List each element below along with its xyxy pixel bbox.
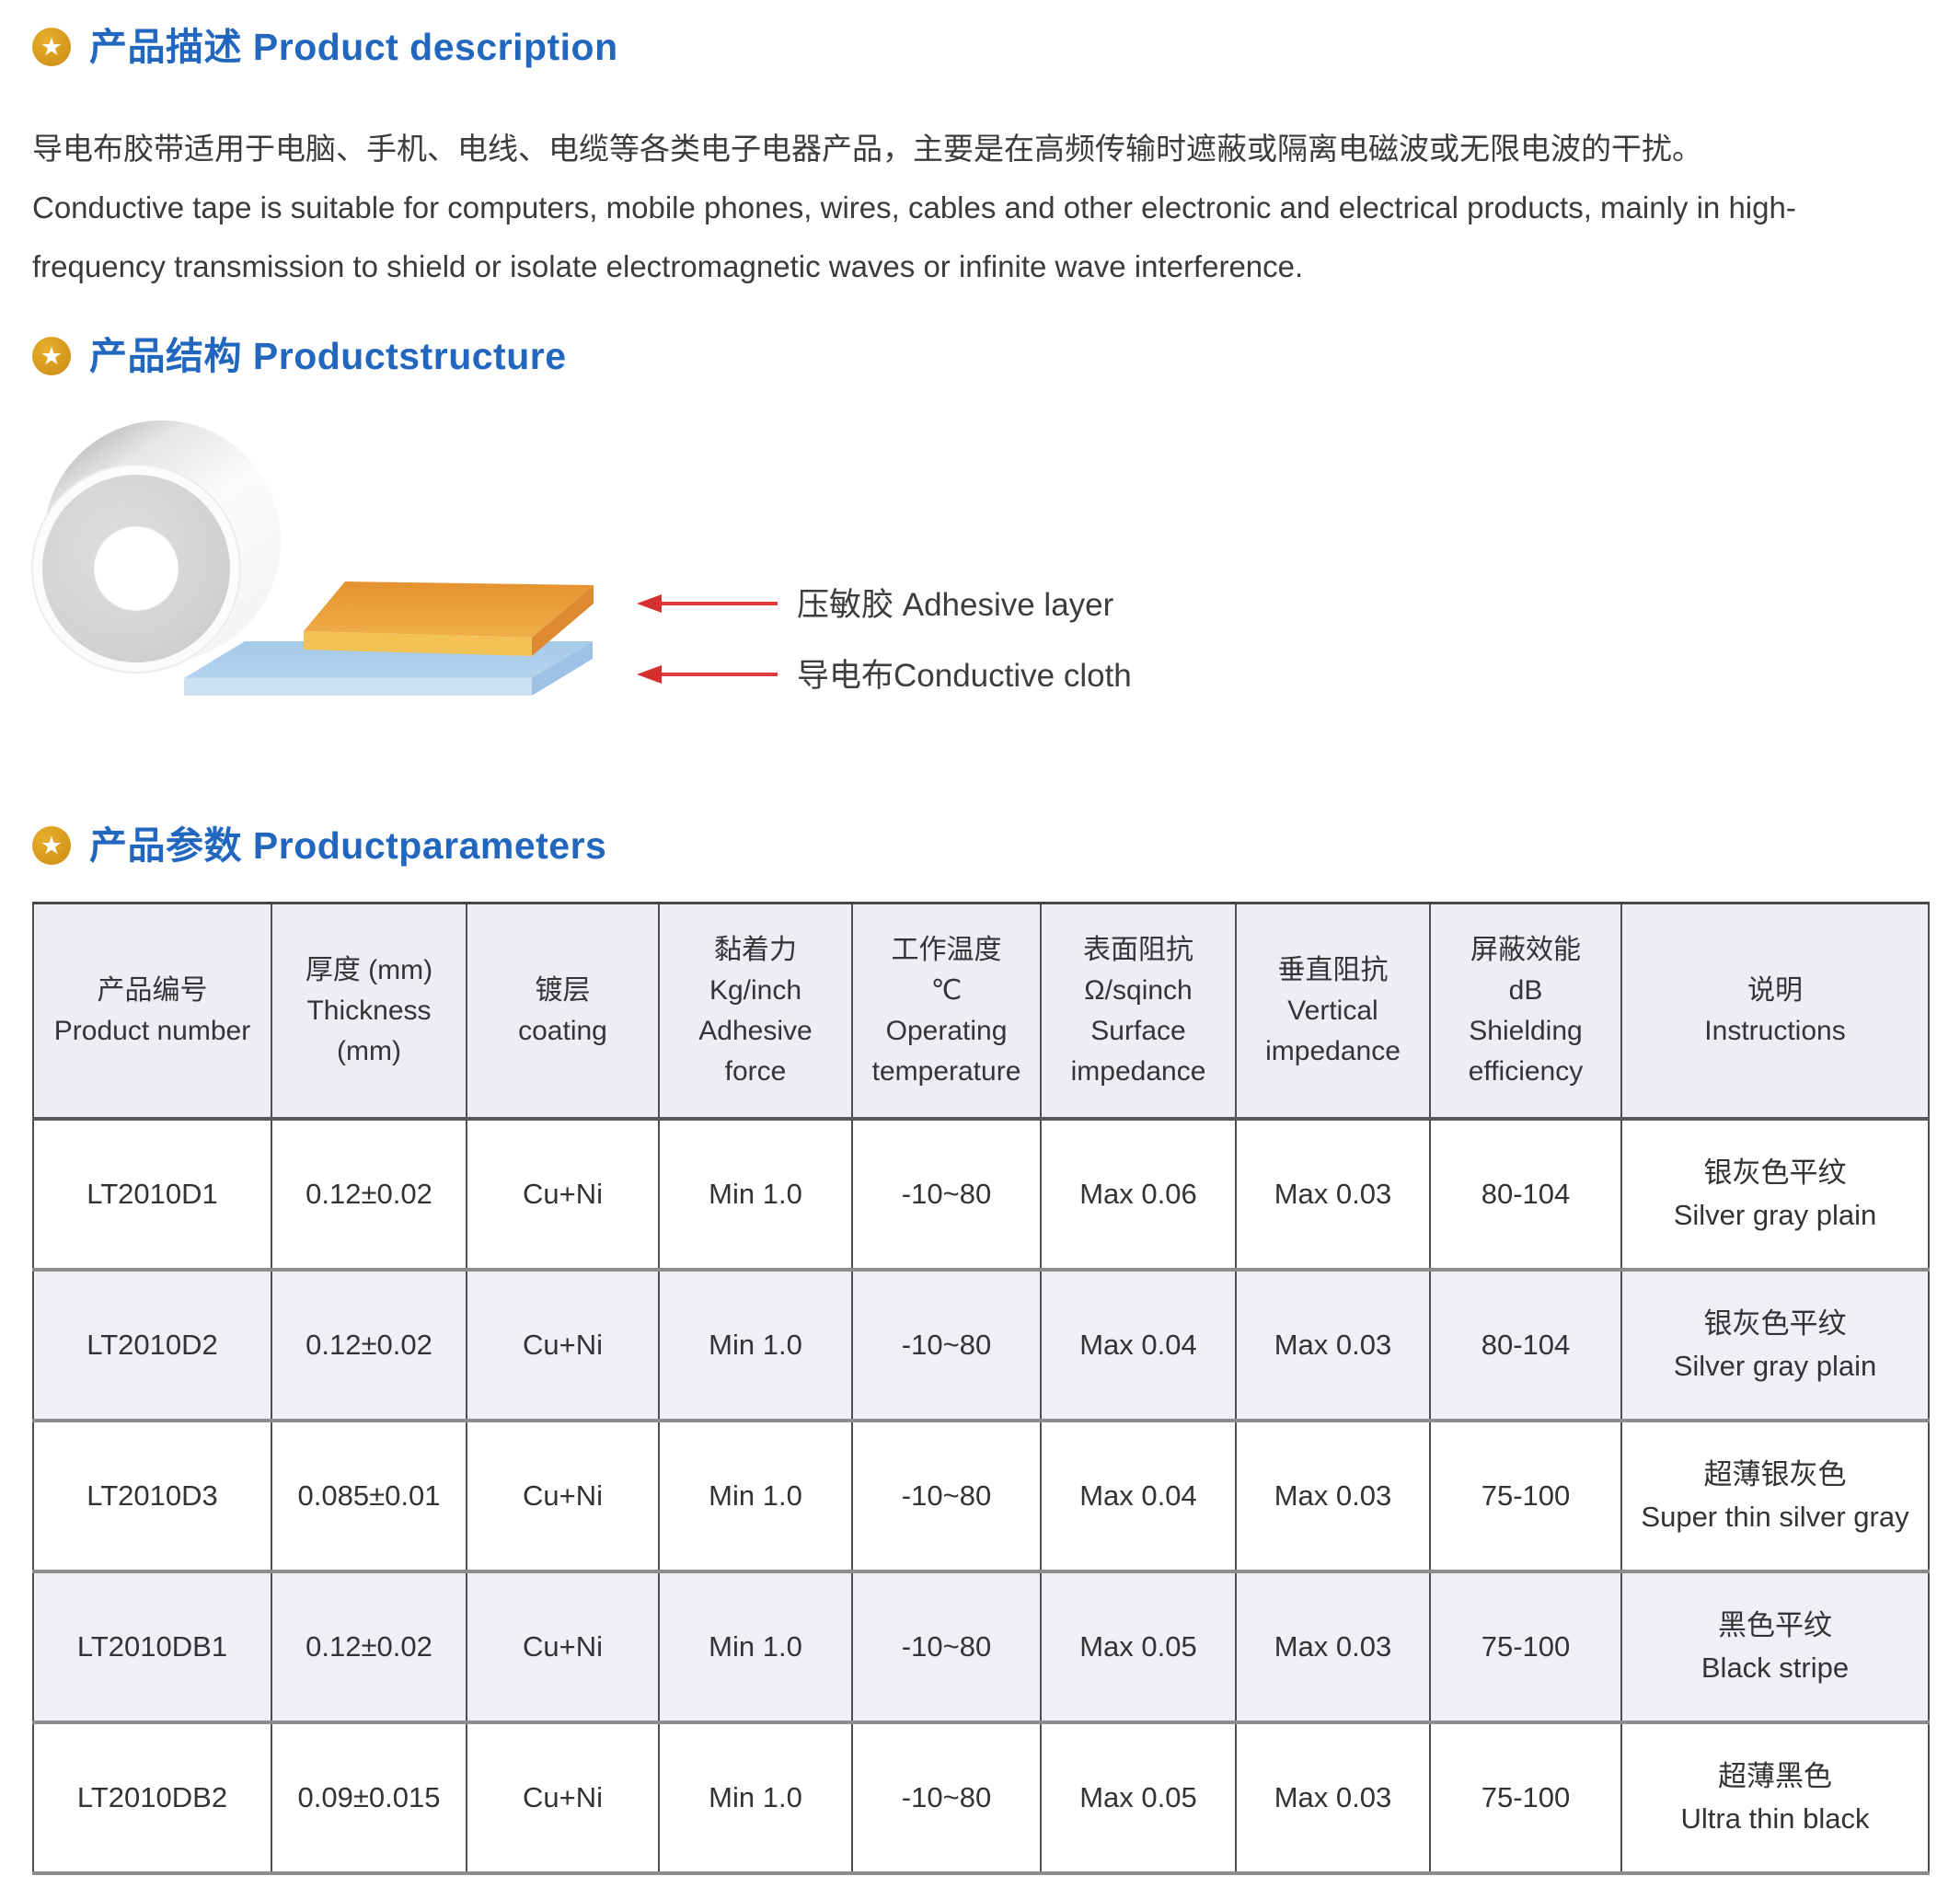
section-heading-parameters: ★ 产品参数 Productparameters — [32, 823, 1928, 869]
header-thickness: 厚度 (mm) Thickness (mm) — [271, 902, 467, 1120]
header-vertical-impedance: 垂直阻抗 Vertical impedance — [1235, 902, 1431, 1120]
table-cell: Max 0.04 — [1040, 1420, 1237, 1572]
star-icon: ★ — [32, 337, 71, 375]
adhesive-layer-label: 压敏胶 Adhesive layer — [797, 587, 1114, 623]
table-cell: Max 0.03 — [1235, 1118, 1431, 1271]
section-title-description: 产品描述 Product description — [89, 26, 618, 68]
table-cell: -10~80 — [851, 1721, 1042, 1874]
instructions-cell: 银灰色平纹 Silver gray plain — [1620, 1118, 1930, 1271]
header-surface-impedance: 表面阻抗 Ω/sqinch Surface impedance — [1040, 902, 1237, 1120]
section-title-structure: 产品结构 Productstructure — [89, 335, 567, 377]
table-cell: Min 1.0 — [658, 1420, 853, 1572]
table-cell: 80-104 — [1429, 1269, 1622, 1421]
structure-diagram: 压敏胶 Adhesive layer 导电布Conductive cloth — [0, 394, 1960, 762]
table-cell: Max 0.03 — [1235, 1571, 1431, 1723]
header-coating: 镀层 coating — [466, 902, 660, 1120]
table-cell: Max 0.03 — [1235, 1420, 1431, 1572]
conductive-cloth-label: 导电布Conductive cloth — [797, 658, 1132, 694]
arrow-left-icon — [637, 594, 662, 613]
table-row: LT2010D1 0.12±0.02 Cu+Ni Min 1.0 -10~80 … — [32, 1118, 1930, 1271]
table-cell: Max 0.05 — [1040, 1571, 1237, 1723]
description-english: Conductive tape is suitable for computer… — [32, 190, 1796, 283]
table-cell: 75-100 — [1429, 1420, 1622, 1572]
header-adhesive-force: 黏着力 Kg/inch Adhesive force — [658, 902, 853, 1120]
arrow-left-icon — [637, 665, 662, 684]
star-icon: ★ — [32, 826, 71, 865]
table-cell: Min 1.0 — [658, 1571, 853, 1723]
table-cell: Cu+Ni — [466, 1721, 660, 1874]
section-title-parameters: 产品参数 Productparameters — [89, 824, 607, 867]
table-cell: 75-100 — [1429, 1571, 1622, 1723]
table-row: LT2010D2 0.12±0.02 Cu+Ni Min 1.0 -10~80 … — [32, 1269, 1930, 1421]
tape-roll — [31, 420, 281, 673]
product-number-cell: LT2010DB1 — [32, 1571, 272, 1723]
table-cell: Cu+Ni — [466, 1118, 660, 1271]
table-cell: Max 0.06 — [1040, 1118, 1237, 1271]
table-row: LT2010D3 0.085±0.01 Cu+Ni Min 1.0 -10~80… — [32, 1420, 1930, 1572]
cloth-callout: 导电布Conductive cloth — [637, 658, 1132, 694]
instructions-cell: 超薄银灰色 Super thin silver gray — [1620, 1420, 1930, 1572]
product-parameters-table: 产品编号 Product number 厚度 (mm) Thickness (m… — [32, 902, 1930, 1875]
table-header-row: 产品编号 Product number 厚度 (mm) Thickness (m… — [32, 902, 1930, 1120]
table-cell: 75-100 — [1429, 1721, 1622, 1874]
table-cell: -10~80 — [851, 1420, 1042, 1572]
table-cell: Max 0.03 — [1235, 1269, 1431, 1421]
table-cell: Max 0.05 — [1040, 1721, 1237, 1874]
table-cell: Max 0.04 — [1040, 1269, 1237, 1421]
header-product-number: 产品编号 Product number — [32, 902, 272, 1120]
section-heading-description: ★ 产品描述 Product description — [32, 24, 1928, 70]
header-shielding-efficiency: 屏蔽效能 dB Shielding efficiency — [1429, 902, 1622, 1120]
table-cell: 0.12±0.02 — [271, 1571, 467, 1723]
table-row: LT2010DB1 0.12±0.02 Cu+Ni Min 1.0 -10~80… — [32, 1571, 1930, 1723]
table-cell: 0.09±0.015 — [271, 1721, 467, 1874]
product-number-cell: LT2010D3 — [32, 1420, 272, 1572]
table-cell: Min 1.0 — [658, 1118, 853, 1271]
description-text-block: 导电布胶带适用于电脑、手机、电线、电缆等各类电子电器产品，主要是在高频传输时遮蔽… — [32, 120, 1928, 296]
header-operating-temperature: 工作温度 ℃ Operating temperature — [851, 902, 1042, 1120]
section-heading-structure: ★ 产品结构 Productstructure — [32, 333, 1928, 379]
adhesive-layer — [304, 581, 594, 656]
table-cell: Min 1.0 — [658, 1721, 853, 1874]
table-cell: Max 0.03 — [1235, 1721, 1431, 1874]
table-cell: Cu+Ni — [466, 1420, 660, 1572]
instructions-cell: 银灰色平纹 Silver gray plain — [1620, 1269, 1930, 1421]
table-cell: -10~80 — [851, 1571, 1042, 1723]
table-cell: Min 1.0 — [658, 1269, 853, 1421]
product-number-cell: LT2010DB2 — [32, 1721, 272, 1874]
star-icon: ★ — [32, 28, 71, 66]
table-cell: 0.12±0.02 — [271, 1118, 467, 1271]
adhesive-callout: 压敏胶 Adhesive layer — [637, 587, 1114, 623]
description-chinese: 导电布胶带适用于电脑、手机、电线、电缆等各类电子电器产品，主要是在高频传输时遮蔽… — [32, 132, 1702, 166]
table-cell: 0.085±0.01 — [271, 1420, 467, 1572]
header-instructions: 说明 Instructions — [1620, 902, 1930, 1120]
table-cell: 0.12±0.02 — [271, 1269, 467, 1421]
table-cell: Cu+Ni — [466, 1269, 660, 1421]
table-cell: 80-104 — [1429, 1118, 1622, 1271]
product-number-cell: LT2010D2 — [32, 1269, 272, 1421]
instructions-cell: 黑色平纹 Black stripe — [1620, 1571, 1930, 1723]
table-row: LT2010DB2 0.09±0.015 Cu+Ni Min 1.0 -10~8… — [32, 1721, 1930, 1874]
table-cell: Cu+Ni — [466, 1571, 660, 1723]
product-number-cell: LT2010D1 — [32, 1118, 272, 1271]
table-cell: -10~80 — [851, 1118, 1042, 1271]
instructions-cell: 超薄黑色 Ultra thin black — [1620, 1721, 1930, 1874]
table-cell: -10~80 — [851, 1269, 1042, 1421]
